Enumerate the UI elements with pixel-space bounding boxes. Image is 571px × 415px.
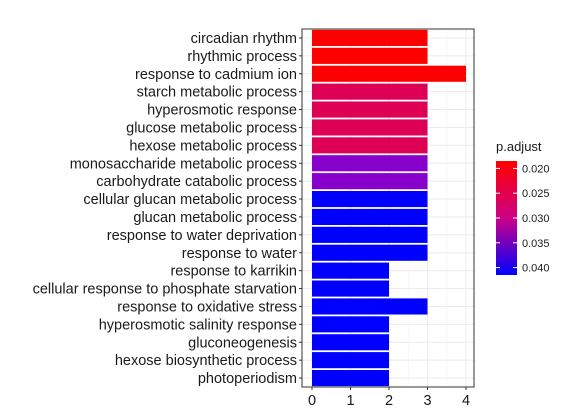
category-labels: circadian rhythm rhythmic process response…: [33, 31, 302, 387]
category-label: photoperiodism: [198, 371, 297, 387]
category-label: response to oxidative stress: [117, 299, 297, 315]
category-label: hyperosmotic salinity response: [99, 317, 297, 333]
x-tick-label: 3: [423, 393, 431, 409]
legend-colorbar: [496, 161, 517, 275]
x-tick-label: 2: [385, 393, 393, 409]
category-label: response to water deprivation: [107, 228, 297, 244]
x-tick-label: 0: [308, 393, 316, 409]
bars: [312, 29, 466, 387]
category-label: starch metabolic process: [137, 85, 297, 101]
bar: [312, 280, 389, 297]
category-label: monosaccharide metabolic process: [70, 156, 297, 172]
category-label: response to cadmium ion: [135, 67, 297, 83]
bar: [312, 262, 389, 279]
bar: [312, 298, 428, 315]
x-tick-label: 4: [462, 393, 470, 409]
category-label: circadian rhythm: [191, 31, 297, 47]
bar: [312, 190, 428, 208]
category-label: hexose biosynthetic process: [115, 353, 297, 369]
bar: [312, 137, 428, 154]
category-label: hexose metabolic process: [129, 138, 297, 154]
legend-tick-label: 0.020: [522, 163, 550, 175]
bar: [312, 101, 428, 118]
category-label: response to water: [182, 246, 297, 262]
category-label: cellular response to phosphate starvatio…: [33, 282, 297, 298]
category-label: glucose metabolic process: [126, 120, 297, 136]
legend-tick-label: 0.040: [522, 263, 550, 275]
bar: [312, 352, 389, 369]
bar: [312, 47, 428, 64]
category-label: response to karrikin: [170, 264, 297, 280]
legend-tick-label: 0.035: [522, 238, 550, 250]
bar: [312, 119, 428, 136]
category-label: glucan metabolic process: [133, 210, 297, 226]
category-label: gluconeogenesis: [188, 335, 297, 351]
bar: [312, 83, 428, 100]
panel-border: [301, 28, 475, 388]
legend: p.adjust 0.020 0.025 0.030 0.035 0.040: [496, 139, 550, 275]
legend-title: p.adjust: [496, 139, 542, 154]
category-label: carbohydrate catabolic process: [96, 174, 297, 190]
legend-tick-label: 0.030: [522, 213, 550, 225]
grid: [302, 29, 474, 387]
bar: [312, 65, 466, 82]
bar: [312, 316, 389, 333]
legend-ticks: 0.020 0.025 0.030 0.035 0.040: [496, 163, 550, 275]
bar: [312, 369, 389, 387]
bar: [312, 226, 428, 243]
bar: [312, 173, 428, 190]
bar: [312, 208, 428, 226]
category-label: hyperosmotic response: [147, 103, 297, 119]
bar: [312, 244, 428, 261]
category-label: rhythmic process: [187, 49, 297, 65]
bar: [312, 155, 428, 172]
bar: [312, 29, 428, 47]
x-axis: 0 1 2 3 4: [308, 387, 470, 409]
x-tick-label: 1: [346, 393, 354, 409]
category-label: cellular glucan metabolic process: [83, 192, 297, 208]
legend-tick-label: 0.025: [522, 188, 550, 200]
bar: [312, 334, 389, 351]
